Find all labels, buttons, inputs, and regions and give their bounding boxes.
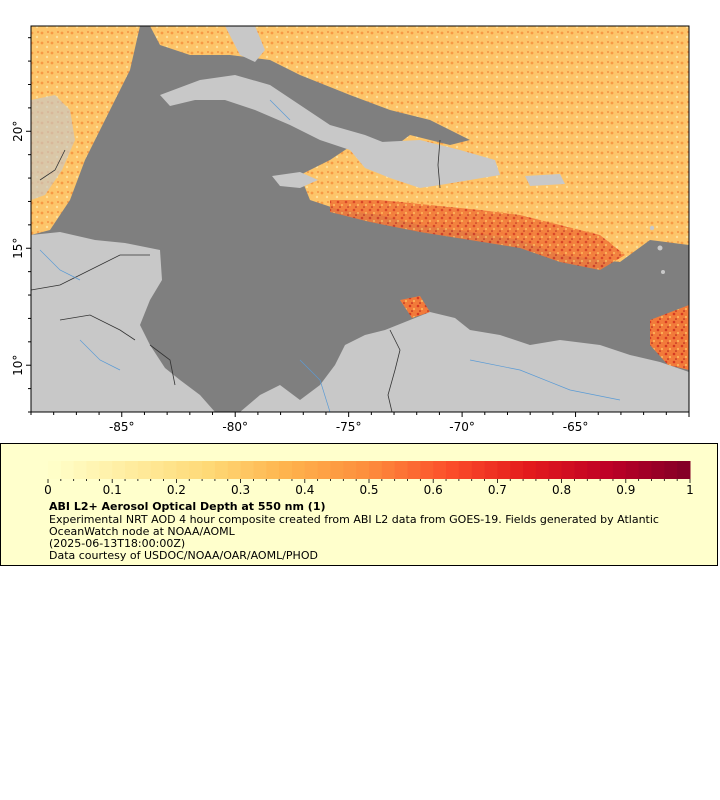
colorbar-cell — [497, 461, 511, 479]
land-south-america — [240, 312, 689, 412]
colorbar-cell — [458, 461, 473, 479]
legend-panel: 0 0.1 0.2 0.3 0.4 0.5 0.6 0.7 0.8 0.9 1 ABI L2+ Ae… — [0, 443, 718, 566]
colorbar-cell — [677, 461, 691, 479]
colorbar-cell — [523, 461, 537, 479]
colorbar-cell — [60, 461, 75, 479]
land-yucatan — [31, 95, 75, 200]
colorbar-tick-label: 1 — [686, 483, 694, 497]
colorbar-cell — [99, 461, 113, 479]
colorbar-cell — [240, 461, 254, 479]
colorbar-tick-label: 0.6 — [424, 483, 443, 497]
colorbar-cell — [561, 461, 575, 479]
colorbar-cell — [420, 461, 434, 479]
colorbar-cell — [73, 461, 88, 479]
colorbar-cell — [664, 461, 678, 479]
colorbar-cell — [381, 461, 396, 479]
x-tick-label: -85° — [109, 420, 135, 434]
colorbar-cell — [291, 461, 306, 479]
colorbar-cell — [317, 461, 331, 479]
x-tick-label: -70° — [449, 420, 475, 434]
x-axis: -85° -80° -75° -70° -65° — [30, 412, 690, 434]
y-axis: 20° 15° 10° — [11, 37, 31, 413]
colorbar-cell — [214, 461, 229, 479]
colorbar-cell — [202, 461, 216, 479]
colorbar-cell — [48, 461, 62, 479]
colorbar-tick-label: 0 — [44, 483, 52, 497]
colorbar-cell — [625, 461, 640, 479]
rivers — [39, 99, 621, 412]
colorbar-cell — [304, 461, 319, 479]
colorbar-cell — [535, 461, 550, 479]
colorbar-cell — [574, 461, 588, 479]
legend-title: ABI L2+ Aerosol Optical Depth at 550 nm … — [49, 500, 326, 513]
land-florida — [225, 26, 265, 62]
x-tick-label: -65° — [563, 420, 589, 434]
land-central-america — [31, 232, 215, 412]
colorbar-cell — [163, 461, 177, 479]
colorbar-cell — [356, 461, 370, 479]
map-frame — [30, 25, 690, 413]
colorbar-cell — [510, 461, 524, 479]
aod-field-west — [31, 26, 140, 235]
colorbar: 0 0.1 0.2 0.3 0.4 0.5 0.6 0.7 0.8 0.9 1 — [44, 461, 694, 497]
colorbar-cell — [484, 461, 498, 479]
land-cuba — [160, 75, 390, 158]
aod-field-high — [330, 200, 625, 270]
colorbar-cell — [227, 461, 242, 479]
y-tick-label: 15° — [11, 238, 25, 259]
aod-field-southeast — [650, 305, 689, 370]
land-jamaica — [272, 172, 318, 188]
colorbar-cell — [343, 461, 357, 479]
legend-timestamp: (2025-06-13T18:00:00Z) — [49, 537, 186, 550]
colorbar-tick-label: 0.2 — [167, 483, 186, 497]
colorbar-cell — [125, 461, 139, 479]
legend-description: Experimental NRT AOD 4 hour composite cr… — [49, 513, 659, 538]
colorbar-cell — [587, 461, 601, 479]
colorbar-cell — [176, 461, 190, 479]
colorbar-cell — [86, 461, 100, 479]
colorbar-cell — [651, 461, 665, 479]
colorbar-cell — [446, 461, 460, 479]
colorbar-tick-label: 0.5 — [359, 483, 378, 497]
colorbar-cell — [407, 461, 421, 479]
colorbar-cell — [112, 461, 126, 479]
map-panel: -85° -80° -75° -70° -65° 20° 15° 10° — [11, 25, 690, 434]
colorbar-cell — [548, 461, 563, 479]
colorbar-tick-label: 0.3 — [231, 483, 250, 497]
colorbar-tick-label: 0.1 — [103, 483, 122, 497]
colorbar-tick-label: 0.9 — [616, 483, 635, 497]
land-antilles — [657, 245, 663, 251]
legend-credit: Data courtesy of USDOC/NOAA/OAR/AOML/PHO… — [49, 549, 318, 562]
colorbar-cell — [394, 461, 409, 479]
country-borders — [31, 139, 441, 412]
colorbar-tick-label: 0.7 — [488, 483, 507, 497]
colorbar-cell — [279, 461, 293, 479]
colorbar-cell — [600, 461, 614, 479]
colorbar-tick-label: 0.8 — [552, 483, 571, 497]
colorbar-cell — [189, 461, 203, 479]
land-hispaniola — [350, 140, 500, 188]
y-tick-label: 10° — [11, 355, 25, 376]
colorbar-cell — [638, 461, 652, 479]
colorbar-cell — [612, 461, 627, 479]
colorbar-cell — [266, 461, 280, 479]
colorbar-tick-label: 0.4 — [295, 483, 314, 497]
x-tick-label: -80° — [222, 420, 248, 434]
land-puerto-rico — [525, 174, 565, 186]
colorbar-cell — [150, 461, 165, 479]
land-antilles — [649, 225, 655, 231]
x-tick-label: -75° — [336, 420, 362, 434]
colorbar-cell — [330, 461, 344, 479]
colorbar-cell — [253, 461, 267, 479]
colorbar-cell — [433, 461, 447, 479]
colorbar-cell — [471, 461, 486, 479]
aod-field-small — [400, 296, 430, 318]
y-tick-label: 20° — [11, 121, 25, 142]
land-antilles — [661, 270, 665, 274]
colorbar-cell — [369, 461, 383, 479]
colorbar-cell — [137, 461, 152, 479]
